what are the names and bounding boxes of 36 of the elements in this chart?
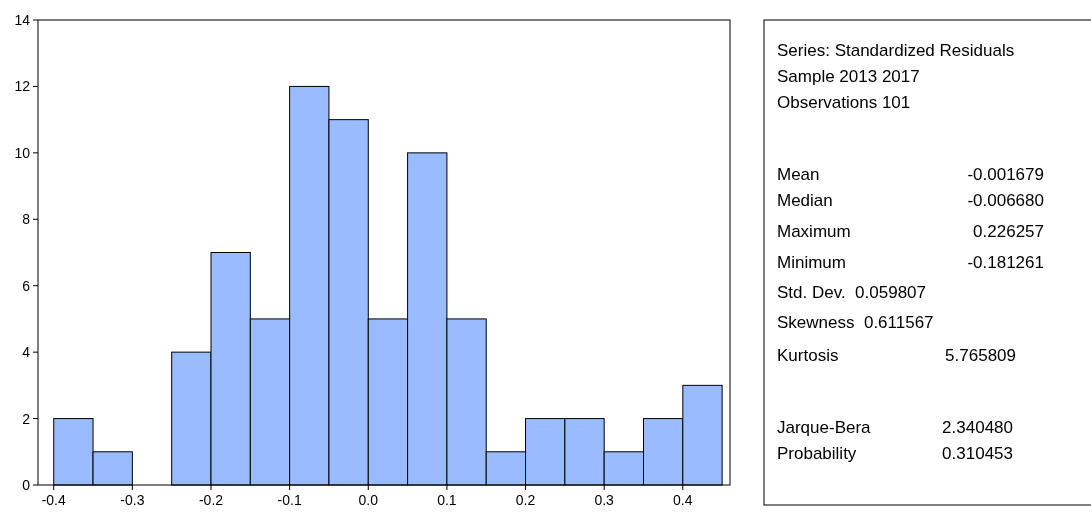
text: 0.310453 <box>942 444 1013 463</box>
text: Minimum <box>777 253 846 272</box>
x-tick-label: -0.1 <box>277 492 302 508</box>
x-tick-label: 0.1 <box>437 492 457 508</box>
text: -0.001679 <box>967 165 1044 184</box>
text: -0.006680 <box>967 191 1044 210</box>
text: 5.765809 <box>945 346 1016 365</box>
text: -0.181261 <box>967 253 1044 272</box>
y-tick-label: 8 <box>22 211 31 228</box>
x-tick-label: 0.2 <box>515 492 536 508</box>
text: Jarque-Bera <box>777 418 872 437</box>
text: Maximum <box>777 222 851 241</box>
text: Kurtosis <box>777 346 839 365</box>
text: Observations 101 <box>777 93 911 112</box>
text: Median <box>777 191 833 210</box>
y-tick-label: 12 <box>14 78 31 95</box>
y-tick-label: 2 <box>22 410 31 427</box>
y-tick-label: 6 <box>22 277 31 294</box>
y-tick-label: 10 <box>14 144 31 161</box>
text: Sample 2013 2017 <box>777 67 920 86</box>
y-tick-label: 0 <box>22 477 31 493</box>
text: Std. Dev. 0.059807 <box>777 283 927 302</box>
text: Series: Standardized Residuals <box>777 41 1015 60</box>
y-tick-label: 4 <box>22 344 31 361</box>
x-tick-label: 0.0 <box>358 492 379 508</box>
x-tick-label: -0.3 <box>120 492 145 508</box>
text: 0.226257 <box>973 222 1044 241</box>
x-tick-label: 0.3 <box>594 492 615 508</box>
text: Probability <box>777 444 857 463</box>
x-tick-label: -0.4 <box>41 492 66 508</box>
x-tick-label: 0.4 <box>673 492 693 508</box>
text: Mean <box>777 165 820 184</box>
text: 2.340480 <box>942 418 1013 437</box>
text: Skewness 0.611567 <box>777 313 934 332</box>
y-tick-label: 14 <box>14 12 31 28</box>
x-tick-label: -0.2 <box>198 492 224 508</box>
